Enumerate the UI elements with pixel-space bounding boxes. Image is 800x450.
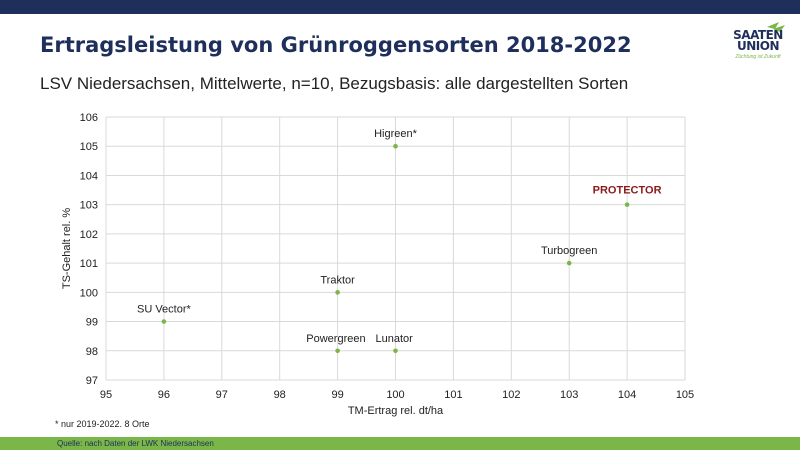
data-point	[161, 319, 167, 324]
data-point	[393, 348, 398, 354]
x-tick-label: 97	[216, 389, 228, 401]
y-tick-label: 102	[80, 229, 98, 241]
tick-labels: 95 96 97 98 99 100 101 102 103 104 105 97 98 99 100 101…	[80, 112, 695, 401]
y-tick-label: 99	[86, 317, 98, 329]
point-label: Turbogreen	[541, 245, 597, 257]
y-tick-label: 98	[86, 346, 98, 358]
x-tick-label: 102	[502, 389, 520, 401]
logo-line2: UNION	[737, 39, 780, 53]
data-points: Higreen* PROTECTOR Turbogreen Traktor SU Vec…	[137, 128, 662, 354]
page-subtitle: LSV Niedersachsen, Mittelwerte, n=10, Be…	[40, 74, 629, 93]
data-point	[335, 290, 340, 295]
source-note: Quelle: nach Daten der LWK Niedersachsen	[57, 439, 214, 448]
y-tick-label: 106	[80, 112, 98, 124]
top-bar	[0, 0, 800, 14]
x-tick-label: 98	[274, 389, 286, 401]
y-axis-label: TS-Gehalt rel. %	[61, 208, 73, 290]
grid-lines	[105, 116, 686, 381]
bottom-bar: Quelle: nach Daten der LWK Niedersachsen	[0, 437, 800, 450]
y-tick-label: 97	[86, 375, 98, 387]
logo-line1: SAATEN	[733, 28, 783, 42]
data-point	[566, 260, 572, 266]
x-tick-label: 104	[618, 389, 636, 401]
saaten-union-logo: SAATEN UNION Züchtung ist Zukunft	[727, 22, 789, 66]
point-label: SU Vector*	[137, 304, 192, 316]
y-tick-label: 100	[80, 287, 98, 299]
x-tick-label: 101	[444, 389, 462, 401]
point-label: Powergreen	[306, 333, 365, 345]
point-label: Higreen*	[374, 128, 418, 140]
data-point	[335, 348, 340, 354]
x-tick-label: 96	[158, 389, 170, 401]
data-point	[624, 202, 630, 207]
x-tick-label: 105	[676, 389, 694, 401]
x-tick-label: 99	[331, 389, 343, 401]
data-point	[393, 143, 398, 149]
logo-tagline: Züchtung ist Zukunft	[735, 54, 781, 60]
x-axis-label: TM-Ertrag rel. dt/ha	[348, 405, 444, 417]
point-label: Traktor	[320, 274, 355, 286]
x-tick-label: 100	[386, 389, 404, 401]
x-tick-label: 95	[100, 389, 112, 401]
y-tick-label: 101	[80, 258, 98, 270]
point-label: Lunator	[376, 333, 414, 345]
point-label-highlight: PROTECTOR	[593, 185, 662, 197]
y-tick-label: 103	[80, 200, 98, 212]
page-title: Ertragsleistung von Grünroggensorten 201…	[40, 33, 632, 57]
logo-swoosh-icon	[767, 22, 785, 32]
scatter-chart: 95 96 97 98 99 100 101 102 103 104 105 97 98 99 100 101…	[61, 112, 695, 417]
x-tick-label: 103	[560, 389, 578, 401]
y-tick-label: 105	[80, 141, 98, 153]
y-tick-label: 104	[80, 170, 98, 182]
footnote: * nur 2019-2022. 8 Orte	[55, 419, 150, 429]
